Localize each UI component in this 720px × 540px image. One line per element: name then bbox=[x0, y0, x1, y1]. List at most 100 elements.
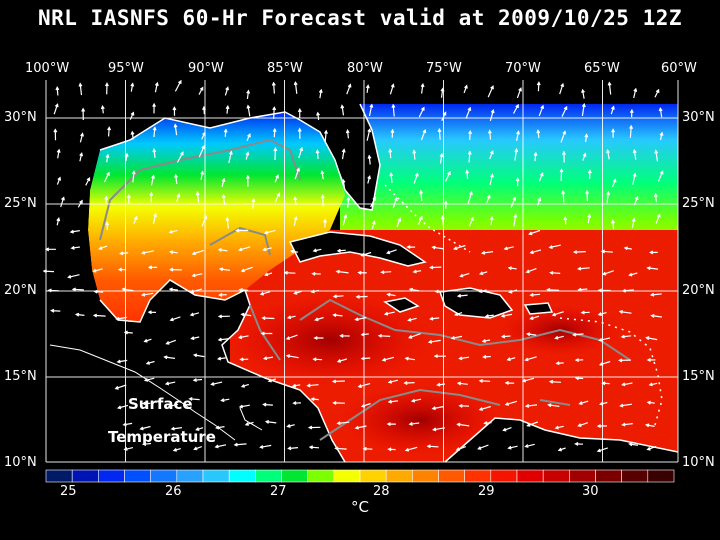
wind-vector bbox=[130, 130, 135, 140]
wind-vector bbox=[263, 229, 276, 235]
wind-vector bbox=[417, 215, 423, 225]
wind-vector bbox=[388, 148, 393, 159]
wind-vector bbox=[554, 425, 564, 430]
wind-vector bbox=[649, 292, 662, 297]
wind-vector bbox=[306, 383, 319, 388]
colorbar-tick-label: 30 bbox=[582, 484, 599, 499]
colorbar-swatch bbox=[542, 469, 570, 483]
wind-vector bbox=[131, 170, 136, 183]
wind-vector bbox=[502, 427, 512, 432]
wind-vector bbox=[223, 128, 228, 137]
wind-vector bbox=[366, 128, 372, 141]
wind-vector bbox=[420, 82, 425, 94]
wind-vector bbox=[332, 400, 345, 405]
wind-vector bbox=[267, 378, 276, 383]
wind-vector bbox=[238, 246, 251, 252]
wind-vector bbox=[169, 267, 182, 272]
wind-vector bbox=[56, 148, 61, 159]
wind-vector bbox=[429, 265, 442, 270]
wind-vector bbox=[654, 149, 659, 162]
wind-vector bbox=[386, 292, 396, 297]
wind-vector bbox=[503, 246, 514, 251]
wind-vector bbox=[293, 196, 298, 205]
wind-vector bbox=[105, 153, 110, 163]
coastline-florida bbox=[344, 103, 381, 211]
wind-vector bbox=[377, 333, 391, 338]
colorbar-swatch bbox=[281, 469, 309, 483]
wind-vector bbox=[273, 146, 278, 161]
wind-vector bbox=[224, 86, 229, 96]
wind-vector bbox=[487, 85, 494, 98]
wind-vector bbox=[354, 317, 367, 322]
lat-label-right: 30°N bbox=[682, 110, 715, 125]
lat-label-left: 10°N bbox=[4, 455, 37, 470]
wind-vector bbox=[149, 191, 154, 203]
wind-vector bbox=[612, 178, 617, 188]
lon-label: 95°W bbox=[108, 61, 144, 76]
wind-vector bbox=[123, 447, 134, 451]
wind-vector bbox=[189, 288, 203, 294]
wind-vector bbox=[386, 422, 396, 427]
wind-vector bbox=[262, 247, 272, 252]
wind-vector bbox=[311, 271, 321, 276]
wind-vector bbox=[574, 376, 584, 381]
wind-vector bbox=[484, 314, 494, 318]
wind-vector bbox=[107, 126, 112, 137]
lat-label-left: 20°N bbox=[4, 283, 37, 298]
wind-vector bbox=[357, 383, 371, 388]
wind-vector bbox=[114, 384, 127, 390]
wind-vector bbox=[620, 334, 632, 339]
wind-vector bbox=[360, 402, 371, 408]
wind-vector bbox=[126, 193, 131, 204]
wind-vector bbox=[123, 330, 133, 335]
wind-vector bbox=[215, 425, 225, 430]
wind-vector bbox=[214, 444, 227, 449]
wind-vector bbox=[198, 144, 205, 158]
wind-vector bbox=[478, 405, 491, 411]
wind-vector bbox=[360, 251, 372, 257]
wind-vector bbox=[628, 272, 638, 277]
wind-vector bbox=[646, 445, 657, 451]
wind-vector bbox=[79, 152, 84, 162]
colorbar-tick-label: 27 bbox=[270, 484, 287, 499]
wind-vector bbox=[439, 152, 444, 164]
wind-vector bbox=[600, 249, 613, 254]
wind-vector bbox=[69, 229, 80, 234]
wind-vector bbox=[633, 195, 639, 206]
wind-vector bbox=[506, 357, 516, 362]
wind-vector bbox=[165, 339, 177, 345]
wind-vector bbox=[380, 270, 392, 275]
wind-vector bbox=[274, 192, 281, 203]
wind-vector bbox=[611, 128, 616, 138]
wind-vector bbox=[465, 169, 470, 180]
colorbar-swatch bbox=[595, 469, 623, 483]
wind-vector bbox=[587, 169, 592, 180]
wind-vector bbox=[610, 105, 615, 115]
wind-vector bbox=[581, 102, 586, 117]
wind-vector bbox=[287, 446, 299, 451]
wind-vector bbox=[332, 313, 343, 318]
wind-vector bbox=[629, 124, 634, 138]
wind-vector bbox=[235, 228, 249, 233]
wind-vector bbox=[392, 196, 398, 209]
wind-vector bbox=[293, 81, 298, 94]
wind-vector bbox=[551, 311, 564, 317]
wind-vector bbox=[459, 272, 470, 278]
wind-vector bbox=[598, 337, 611, 342]
wind-vector bbox=[362, 446, 373, 451]
wind-vector bbox=[598, 401, 608, 406]
wind-vector bbox=[308, 445, 320, 450]
lat-label-left: 15°N bbox=[4, 369, 37, 384]
wind-vector bbox=[507, 445, 518, 450]
wind-vector bbox=[164, 381, 176, 386]
wind-vector bbox=[163, 355, 175, 360]
wind-vector bbox=[56, 176, 62, 185]
wind-vector bbox=[174, 173, 178, 185]
wind-vector bbox=[580, 310, 590, 315]
wind-vector bbox=[218, 267, 230, 272]
wind-vector bbox=[410, 398, 422, 403]
wind-vector bbox=[331, 379, 345, 384]
wind-vector bbox=[105, 221, 110, 231]
wind-vector bbox=[117, 267, 127, 272]
wind-vector bbox=[456, 381, 468, 386]
